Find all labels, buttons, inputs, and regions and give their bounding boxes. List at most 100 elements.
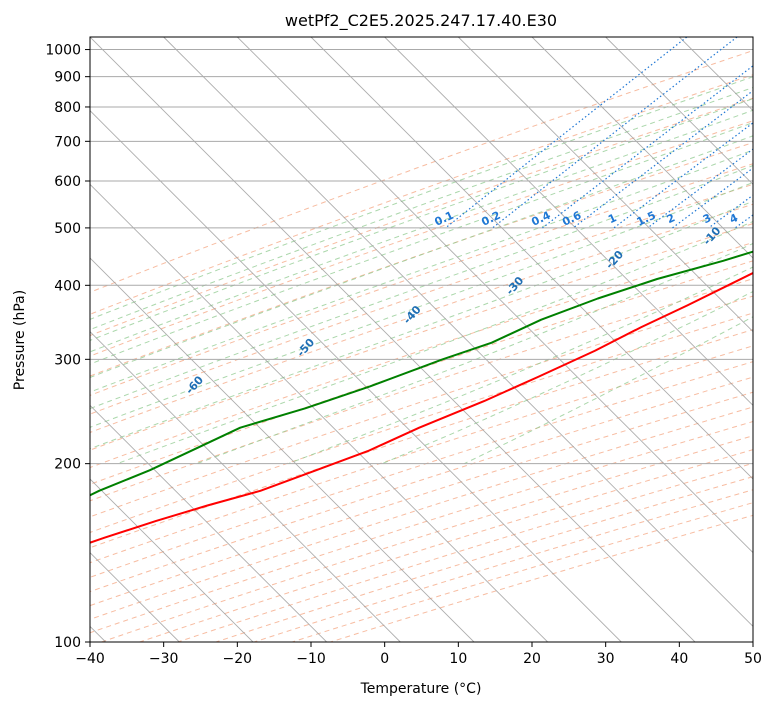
mixing-ratio-label: 4 [728, 211, 741, 226]
x-tick-label: 20 [523, 651, 541, 667]
mixing-ratio-line [672, 167, 753, 229]
isotherm-line [752, 37, 753, 38]
y-tick-label: 200 [54, 457, 81, 473]
y-tick-label: 500 [54, 221, 81, 237]
dewpoint-profile-line [90, 250, 753, 497]
isotherm-line [90, 404, 327, 642]
mixing-ratio-line [734, 214, 753, 229]
x-axis: −40 −30 −20 −10 0 10 20 30 40 50 [75, 642, 762, 667]
mixing-ratio-line [572, 89, 753, 229]
x-tick-label: 50 [744, 651, 762, 667]
moist-adiabat-line [90, 122, 753, 365]
mixing-ratio-label: 0.1 [433, 209, 456, 229]
mixing-ratio-label: 1.5 [635, 209, 658, 229]
dry-adiabat-line [90, 391, 753, 607]
moist-adiabat-line [90, 181, 753, 428]
dry-adiabat-line [90, 376, 753, 593]
moist-adiabat-line [288, 266, 753, 465]
isotherm-line [90, 478, 254, 642]
dry-adiabat-label: -30 [503, 274, 526, 298]
profile-lines [90, 250, 753, 544]
dry-adiabat-line [90, 361, 753, 578]
dry-adiabat-line [90, 420, 753, 634]
x-axis-label: Temperature (°C) [360, 681, 482, 697]
dry-adiabat-line [252, 489, 753, 642]
dry-adiabat-line [90, 312, 753, 533]
mixing-ratio-line [492, 37, 738, 229]
moist-adiabat-line [90, 165, 753, 410]
dry-adiabat-line [90, 223, 753, 451]
mixing-ratio-label: 2 [665, 211, 677, 226]
dry-adiabat-line [90, 50, 753, 293]
y-tick-label: 800 [54, 100, 81, 116]
mixing-ratio-line [542, 65, 753, 229]
dry-adiabat-label: -50 [294, 336, 317, 360]
x-tick-label: −30 [149, 651, 179, 667]
dry-adiabat-line [90, 345, 753, 564]
isotherm-line [90, 183, 548, 642]
temperature-profile-line [90, 271, 753, 544]
dry-adiabat-label: -60 [183, 373, 206, 397]
y-axis-label: Pressure (hPa) [12, 290, 28, 390]
moist-adiabat-line [196, 242, 753, 465]
mixing-ratio-label: 1 [606, 211, 618, 226]
isotherm-line [237, 37, 753, 554]
dry-adiabat-line [176, 462, 753, 642]
dry-adiabat-line [90, 260, 753, 485]
x-tick-label: −20 [223, 651, 253, 667]
mixing-ratio-line [613, 122, 753, 229]
moist-adiabat-line [90, 149, 753, 393]
dry-adiabat-label: -70 [65, 417, 88, 441]
plot-frame [89, 36, 754, 643]
dry-adiabat-line [90, 74, 753, 315]
chart-title: wetPf2_C2E5.2025.247.17.40.E30 [285, 11, 557, 31]
dry-adiabat-line [90, 183, 753, 415]
dry-adiabat-line [90, 163, 753, 396]
dry-adiabat-line [90, 295, 753, 518]
isotherm-line [90, 37, 696, 642]
moist-adiabat-line [90, 109, 753, 353]
mixing-ratio-label: 6 [766, 211, 775, 226]
y-tick-label: 400 [54, 278, 81, 294]
mixing-ratio-label: 0.4 [529, 209, 552, 229]
x-tick-label: 40 [670, 651, 688, 667]
dry-adiabat-line [99, 435, 753, 642]
dry-adiabat-line [90, 120, 753, 357]
isotherm-line [458, 37, 753, 333]
moist-adiabat-line [381, 290, 753, 465]
isotherm-line [90, 331, 401, 642]
moist-adiabat-line [463, 316, 753, 465]
y-axis: 1000 900 800 700 600 500 400 300 200 100 [45, 43, 90, 651]
dry-adiabat-line [90, 203, 753, 433]
x-tick-label: −40 [75, 651, 105, 667]
y-tick-label: 600 [54, 174, 81, 190]
moist-adiabat-line [90, 135, 753, 378]
mixing-ratio-label: 0.6 [560, 209, 583, 229]
isotherm-line [90, 257, 475, 642]
background-lines [90, 37, 753, 642]
dry-adiabat-line [90, 142, 753, 377]
moist-adiabat-line [90, 200, 753, 450]
mixing-ratio-label: 3 [701, 211, 713, 226]
moist-adiabat-line [90, 98, 753, 341]
mixing-ratio-line [445, 37, 688, 229]
y-tick-label: 900 [54, 70, 81, 86]
y-tick-label: 100 [54, 635, 81, 651]
isotherm-line [679, 37, 753, 112]
dry-adiabat-line [90, 329, 753, 549]
dry-adiabat-line [90, 241, 753, 469]
x-tick-label: 0 [380, 651, 389, 667]
y-tick-label: 1000 [45, 43, 81, 59]
x-tick-label: 10 [449, 651, 467, 667]
isotherm-line [90, 110, 622, 642]
dry-adiabat-line [90, 278, 753, 502]
y-tick-label: 300 [54, 352, 81, 368]
dry-adiabat-line [90, 97, 753, 337]
moist-adiabat-line [116, 220, 753, 465]
isotherm-line [531, 37, 753, 259]
isotherm-line [163, 37, 753, 627]
moist-adiabat-line [90, 76, 753, 320]
isoline-labels: 0.10.20.40.611.52346810131620253036-100-… [65, 209, 775, 441]
dry-adiabat-line [90, 406, 753, 620]
